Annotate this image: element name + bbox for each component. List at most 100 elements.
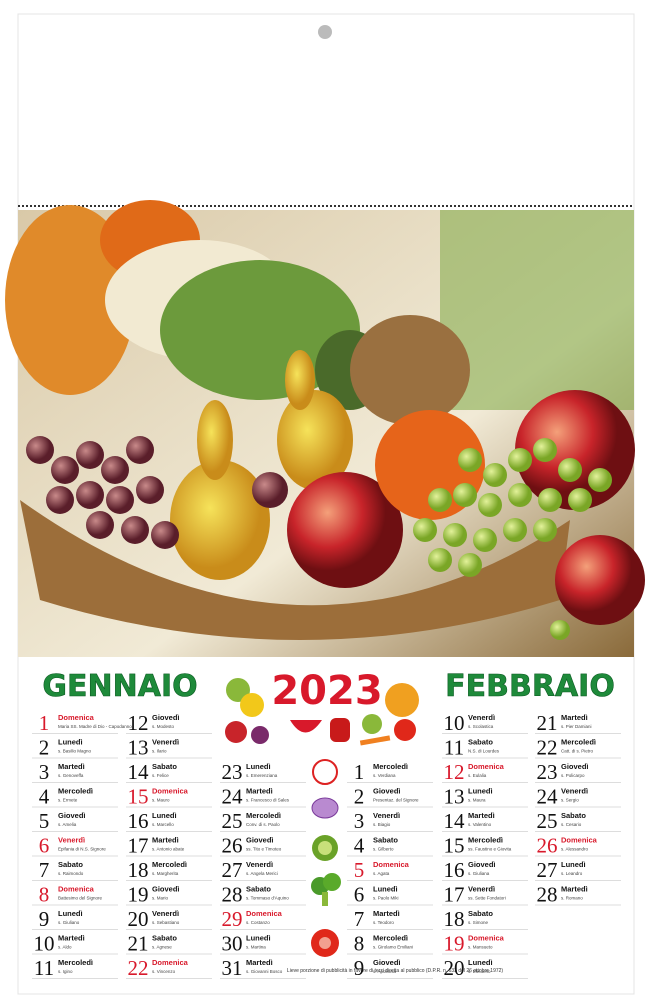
saint: s. Igino [58, 969, 73, 974]
saint: s. Eleuterio [468, 969, 491, 974]
saint: s. Antonio abate [152, 847, 185, 852]
weekday: Martedì [561, 713, 588, 722]
weekday: Venerdì [468, 713, 495, 722]
day-number: 2 [39, 736, 50, 760]
saint: s. Ermete [58, 798, 78, 803]
day-number: 18 [128, 858, 149, 882]
saint: Maria SS. Madre di Dio - Capodanno [58, 724, 132, 729]
weekday: Domenica [152, 958, 189, 967]
saint: s. Apollonia [373, 969, 397, 974]
weekday: Sabato [561, 811, 586, 820]
weekday: Lunedì [58, 909, 83, 918]
weekday: Mercoledì [373, 762, 408, 771]
saint: s. Giovanni Bosco [246, 969, 283, 974]
day-number: 6 [39, 834, 50, 858]
saint: ss. Sette Fondatori [468, 896, 506, 901]
saint: s. Emerenziana [246, 773, 278, 778]
year: 2023 [271, 668, 382, 714]
saint: s. Martina [246, 945, 266, 950]
weekday: Mercoledì [152, 860, 187, 869]
weekday: Giovedì [58, 811, 86, 820]
weekday: Domenica [468, 762, 505, 771]
weekday: Sabato [468, 738, 493, 747]
saint: Conv. di s. Paolo [246, 822, 280, 827]
saint: s. Gilberto [373, 847, 394, 852]
weekday: Giovedì [373, 958, 401, 967]
day-number: 4 [354, 834, 365, 858]
saint: s. Francesco di Sales [246, 798, 290, 803]
saint: s. Maura [468, 798, 486, 803]
saint: Epifania di N.S. Signore [58, 847, 106, 852]
saint: s. Leandro [561, 871, 583, 876]
saint: s. Alessandro [561, 847, 589, 852]
day-number: 12 [128, 711, 149, 735]
day-number: 11 [34, 956, 54, 980]
day-number: 2 [354, 785, 365, 809]
day-number: 23 [222, 760, 243, 784]
saint: s. Tommaso d'Aquino [246, 896, 289, 901]
weekday: Lunedì [246, 934, 271, 943]
weekday: Domenica [58, 885, 95, 894]
saint: s. Paolo Miki [373, 896, 399, 901]
saint: s. Basilio Magno [58, 749, 92, 754]
day-number: 12 [444, 760, 465, 784]
weekday: Sabato [152, 762, 177, 771]
weekday: Giovedì [373, 787, 401, 796]
saint: s. Verdiana [373, 773, 396, 778]
weekday: Martedì [246, 787, 273, 796]
weekday: Lunedì [58, 738, 83, 747]
saint: s. Biagio [373, 822, 391, 827]
weekday: Martedì [58, 934, 85, 943]
weekday: Giovedì [246, 836, 274, 845]
day-number: 15 [444, 834, 465, 858]
weekday: Sabato [246, 885, 271, 894]
saint: s. Eulalia [468, 773, 487, 778]
weekday: Lunedì [468, 958, 493, 967]
weekday: Mercoledì [373, 934, 408, 943]
day-number: 17 [128, 834, 149, 858]
day-number: 27 [537, 858, 558, 882]
saint: s. Ilario [152, 749, 167, 754]
weekday: Venerdì [373, 811, 400, 820]
weekday: Domenica [373, 860, 410, 869]
saint: s. Modesto [152, 724, 175, 729]
weekday: Lunedì [152, 811, 177, 820]
footer-note: Lieve porzione di pubblicità in favore d… [287, 968, 503, 974]
day-number: 9 [354, 956, 365, 980]
day-number: 9 [39, 907, 50, 931]
weekday: Sabato [152, 934, 177, 943]
weekday: Lunedì [561, 860, 586, 869]
hanging-hole [318, 25, 332, 39]
saint: s. Sebastiano [152, 920, 180, 925]
day-number: 3 [39, 760, 50, 784]
weekday: Lunedì [246, 762, 271, 771]
day-number: 15 [128, 785, 149, 809]
weekday: Domenica [561, 836, 598, 845]
day-number: 1 [39, 711, 50, 735]
weekday: Giovedì [152, 713, 180, 722]
saint: s. Angela Merici [246, 871, 278, 876]
month-name: GENNAIO [42, 669, 197, 704]
weekday: Martedì [152, 836, 179, 845]
header-art [225, 678, 419, 957]
weekday: Venerdì [58, 836, 85, 845]
weekday: Mercoledì [468, 836, 503, 845]
day-number: 14 [128, 760, 150, 784]
day-number: 13 [128, 736, 149, 760]
weekday: Mercoledì [561, 738, 596, 747]
day-number: 16 [444, 858, 465, 882]
saint: s. Cesario [561, 822, 582, 827]
day-number: 5 [354, 858, 365, 882]
day-number: 20 [128, 907, 149, 931]
weekday: Domenica [58, 713, 95, 722]
day-number: 28 [537, 883, 558, 907]
saint: Presentaz. del Signore [373, 798, 419, 803]
weekday: Domenica [246, 909, 283, 918]
saint: s. Girolamo Emiliani [373, 945, 413, 950]
saint: s. Romano [561, 896, 583, 901]
weekday: Giovedì [152, 885, 180, 894]
day-number: 24 [537, 785, 559, 809]
saint: s. Scolastica [468, 724, 494, 729]
day-number: 19 [444, 932, 465, 956]
saint: s. Vincenzo [152, 969, 176, 974]
